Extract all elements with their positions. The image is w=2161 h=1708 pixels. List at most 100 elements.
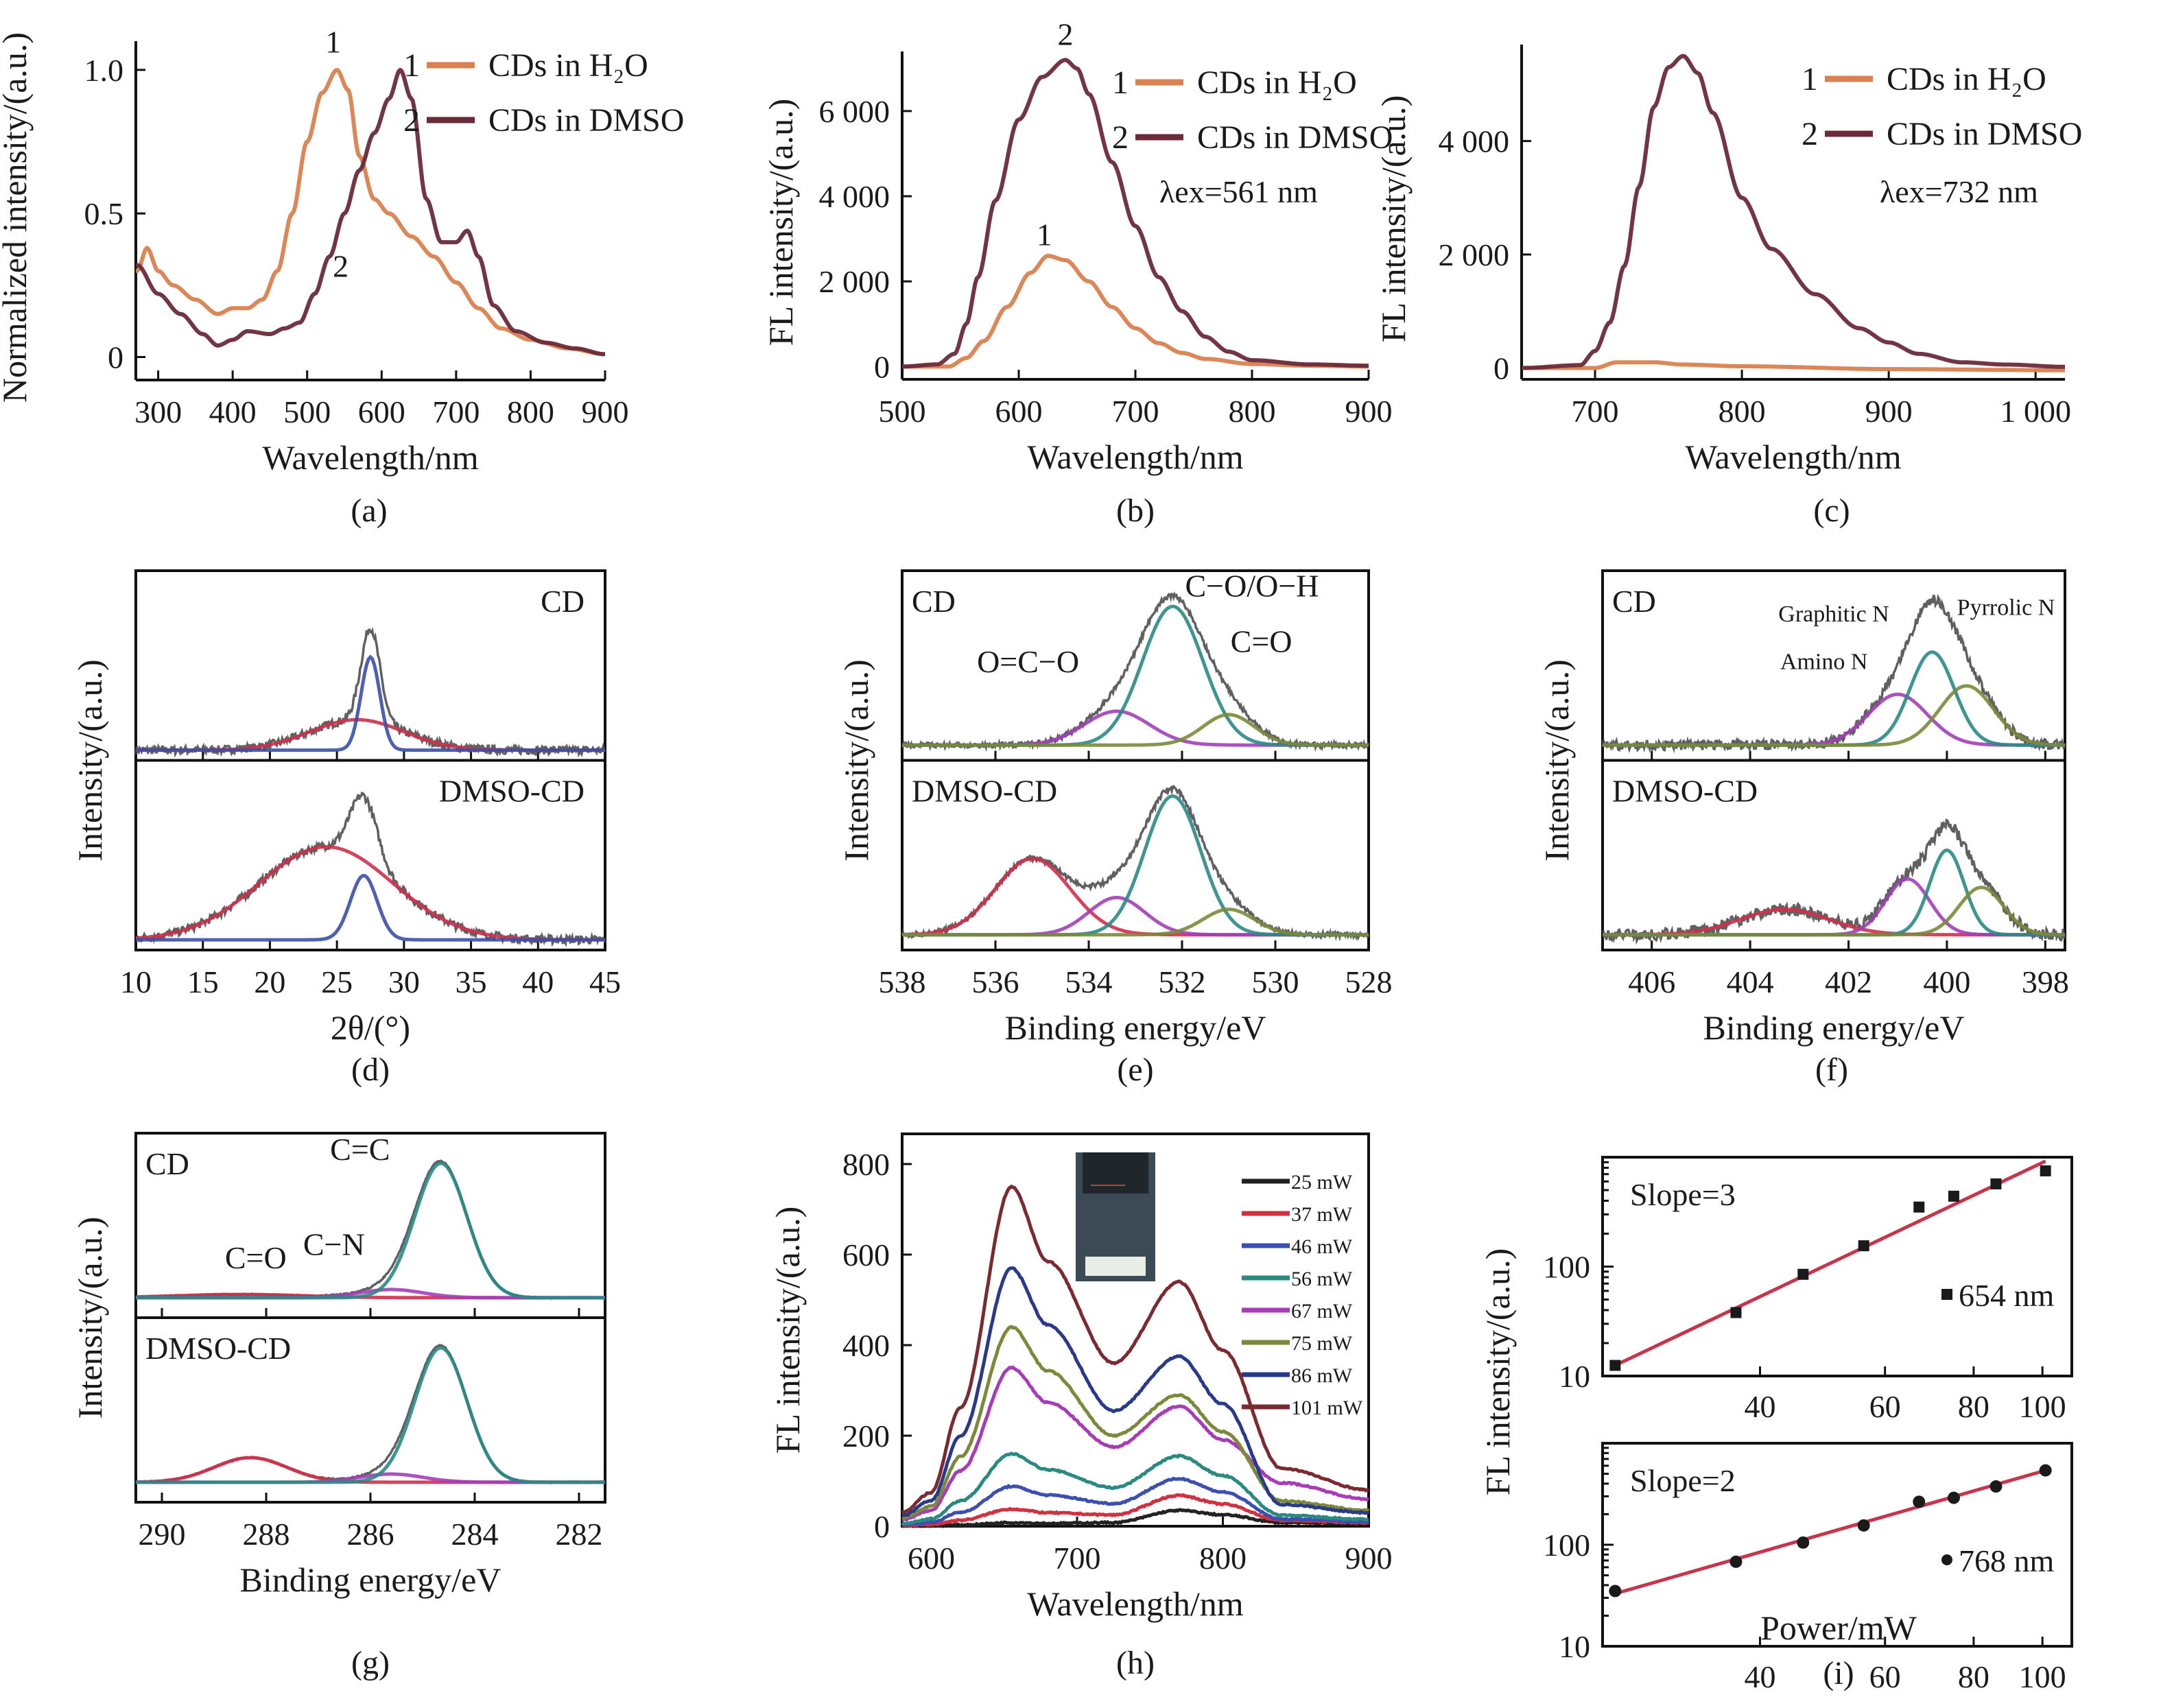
sample-label: DMSO-CD — [1612, 774, 1758, 809]
y-tick-label: 400 — [842, 1328, 890, 1363]
panel-a: 300 400 500 600 700 800 900 0 0.5 1.0 1 CDs in H₂O 2… — [0, 25, 684, 529]
x-tick-label: 406 — [1628, 964, 1675, 999]
x-tick-label: 100 — [2019, 1389, 2066, 1424]
fit-component-c-o-o-h — [902, 604, 1369, 747]
y-tick-label: 2 000 — [1439, 237, 1510, 272]
x-tick-label: 700 — [432, 394, 480, 429]
y-axis-title: FL intensity/(a.u.) — [768, 1207, 807, 1454]
series-line-1 — [1521, 360, 2066, 372]
y-axis-title: Intensity/(a.u.) — [837, 659, 875, 861]
data-point-square — [1990, 1178, 2002, 1189]
linear-fit-line — [1614, 1469, 2046, 1596]
x-tick-label: 600 — [995, 394, 1043, 429]
x-tick-label: 288 — [243, 1517, 290, 1552]
fit-component-c-o — [902, 908, 1369, 937]
x-tick-label: 60 — [1869, 1389, 1901, 1424]
raw-data-line — [135, 1159, 605, 1301]
x-tick-label: 40 — [522, 964, 554, 999]
x-tick-label: 35 — [456, 964, 487, 999]
y-tick-label: 1.0 — [84, 53, 124, 88]
x-tick-label: 20 — [254, 964, 285, 999]
peak-label: Amino N — [1780, 649, 1868, 674]
data-point-square — [1609, 1360, 1621, 1371]
panel-label: (b) — [1116, 493, 1155, 529]
x-tick-label: 500 — [283, 394, 331, 429]
peak-label: Pyrrolic N — [1957, 595, 2055, 620]
spectrum-line-86-mW — [901, 1266, 1369, 1517]
cuvette-bottom-glow — [1085, 1257, 1146, 1276]
peak-label: C−O/O−H — [1185, 568, 1319, 603]
peak-label: C=O — [1231, 624, 1292, 659]
x-tick-label: 10 — [120, 964, 152, 999]
legend-label: CDs in H₂O — [1887, 61, 2046, 97]
series-line-2 — [901, 58, 1369, 369]
fit-component-sharp-fit — [136, 654, 605, 752]
x-tick-label: 80 — [1958, 1659, 1989, 1694]
excitation-wavelength-note: λex=561 nm — [1159, 174, 1318, 209]
y-axis-title: Intensity/(a.u.) — [1537, 659, 1576, 861]
x-tick-label: 532 — [1159, 964, 1206, 999]
peak-label: C=O — [225, 1240, 287, 1275]
x-tick-label: 25 — [321, 964, 353, 999]
spectrum-line-75-mW — [901, 1325, 1370, 1521]
x-tick-label: 40 — [1745, 1659, 1776, 1694]
x-tick-label: 60 — [1869, 1659, 1901, 1694]
y-axis-title: Intensity/(a.u.) — [71, 659, 109, 861]
x-axis-title: Binding energy/eV — [1005, 1008, 1266, 1047]
spectrum-line-67-mW — [901, 1365, 1369, 1522]
x-axis-title: Wavelength/nm — [262, 438, 478, 477]
y-axis-title: FL intensity/(a.u.) — [1478, 1248, 1517, 1496]
x-tick-label: 536 — [972, 964, 1019, 999]
y-tick-label: 0 — [1493, 351, 1509, 386]
plot-frame — [901, 1132, 1370, 1528]
peak-label: C=C — [330, 1132, 390, 1167]
x-tick-label: 290 — [139, 1517, 186, 1552]
x-tick-label: 100 — [2019, 1659, 2066, 1694]
y-tick-label: 0 — [108, 340, 123, 375]
data-point-square — [1948, 1190, 1959, 1202]
x-axis-title: Wavelength/nm — [1027, 1585, 1243, 1623]
y-tick-label: 10 — [1559, 1629, 1590, 1664]
x-tick-label: 400 — [209, 394, 257, 429]
x-tick-label: 800 — [507, 394, 554, 429]
x-tick-label: 398 — [2022, 964, 2069, 999]
y-tick-label: 600 — [842, 1237, 890, 1272]
x-axis-title: 2θ/(°) — [331, 1008, 410, 1047]
legend-number: 1 — [403, 47, 420, 84]
legend-number: 2 — [1112, 119, 1129, 156]
spectrum-line-25-mW — [901, 1508, 1369, 1528]
x-tick-label: 80 — [1958, 1389, 1989, 1424]
legend-label: 46 mW — [1291, 1235, 1353, 1258]
x-tick-label: 900 — [1345, 394, 1393, 429]
panel-e: 538 536 534 532 530 528 CD O=C−O C−O/O−H C=O DMSO-… — [837, 568, 1393, 1088]
x-tick-label: 800 — [1199, 1541, 1247, 1576]
x-tick-label: 500 — [879, 394, 926, 429]
x-tick-label: 800 — [1719, 394, 1766, 429]
y-tick-label: 4 000 — [819, 179, 890, 214]
y-tick-label: 2 000 — [819, 264, 890, 299]
x-tick-label: 900 — [582, 394, 629, 429]
x-tick-label: 402 — [1825, 964, 1872, 999]
inset-cuvette-photo — [1076, 1152, 1155, 1281]
fit-component-pyrrolic-n — [1603, 684, 2066, 747]
legend-number: 1 — [1112, 64, 1129, 101]
sample-label: CD — [912, 584, 956, 619]
fit-component-c-c — [136, 1161, 605, 1300]
fit-component-amino-n — [1603, 877, 2065, 937]
y-tick-label: 0 — [874, 349, 890, 384]
legend-label: 67 mW — [1291, 1300, 1353, 1322]
x-tick-label: 530 — [1252, 964, 1299, 999]
series-line-2 — [1521, 54, 2066, 370]
y-tick-label: 0 — [874, 1509, 890, 1544]
legend-number: 2 — [403, 102, 420, 139]
x-tick-label: 404 — [1727, 964, 1774, 999]
data-point-square — [2040, 1165, 2051, 1176]
curve-number-label: 1 — [325, 25, 341, 60]
x-axis-title: Power/mW — [1760, 1609, 1917, 1647]
x-tick-label: 30 — [388, 964, 420, 999]
panel-h: 600 700 800 900 0 200 400 600 800 25 mW 37 mW 46 mW… — [768, 1132, 1393, 1681]
series-line-2 — [135, 67, 606, 357]
fit-component-s-o-o-dmso- — [902, 857, 1369, 937]
legend-label: 101 mW — [1291, 1397, 1363, 1419]
legend-label: 654 nm — [1959, 1278, 2055, 1313]
